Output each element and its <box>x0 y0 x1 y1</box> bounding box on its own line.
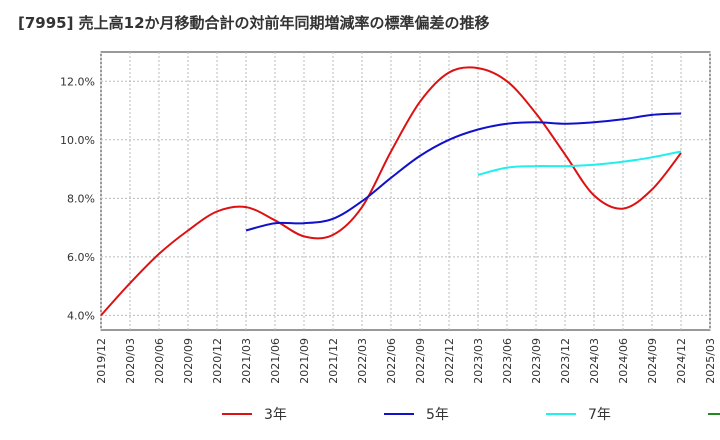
x-tick-label: 2020/03 <box>124 338 137 384</box>
x-axis-ticks: 2019/12 2020/03 2020/06 2020/09 2020/12 2021/… <box>95 338 717 384</box>
y-tick-label: 4.0% <box>67 309 95 322</box>
x-tick-label: 2024/12 <box>675 338 688 384</box>
legend: 3年5年7年10年 <box>222 407 720 423</box>
x-tick-label: 2020/12 <box>211 338 224 384</box>
x-tick-label: 2024/09 <box>646 338 659 384</box>
x-tick-label: 2022/09 <box>414 338 427 384</box>
x-tick-label: 2019/12 <box>95 338 108 384</box>
grid-lines <box>100 52 711 330</box>
legend-label: 5年 <box>426 407 449 423</box>
x-tick-label: 2020/06 <box>153 338 166 384</box>
y-tick-label: 10.0% <box>60 134 95 147</box>
x-tick-label: 2023/09 <box>530 338 543 384</box>
series-line-1 <box>100 66 682 317</box>
series-line-3 <box>477 150 682 176</box>
y-tick-label: 6.0% <box>67 251 95 264</box>
x-tick-label: 2025/03 <box>704 338 717 384</box>
chart-title: [7995] 売上高12か月移動合計の対前年同期増減率の標準偏差の推移 <box>18 14 490 32</box>
legend-label: 7年 <box>588 407 611 423</box>
series-line-2 <box>245 112 682 232</box>
x-tick-label: 2023/06 <box>501 338 514 384</box>
x-tick-label: 2021/06 <box>269 338 282 384</box>
legend-label: 3年 <box>264 407 287 423</box>
x-tick-label: 2021/03 <box>240 338 253 384</box>
x-tick-label: 2022/03 <box>356 338 369 384</box>
series-lines <box>100 66 682 317</box>
x-tick-label: 2023/12 <box>559 338 572 384</box>
x-tick-label: 2024/03 <box>588 338 601 384</box>
y-axis-ticks: 4.0% 6.0% 8.0% 10.0% 12.0% <box>60 75 95 322</box>
x-tick-label: 2022/12 <box>443 338 456 384</box>
x-tick-label: 2020/09 <box>182 338 195 384</box>
x-tick-label: 2021/09 <box>298 338 311 384</box>
x-tick-label: 2024/06 <box>617 338 630 384</box>
x-tick-label: 2023/03 <box>472 338 485 384</box>
y-tick-label: 12.0% <box>60 75 95 88</box>
x-tick-label: 2021/12 <box>327 338 340 384</box>
plot-area <box>100 51 711 331</box>
x-tick-label: 2022/06 <box>385 338 398 384</box>
y-tick-label: 8.0% <box>67 192 95 205</box>
